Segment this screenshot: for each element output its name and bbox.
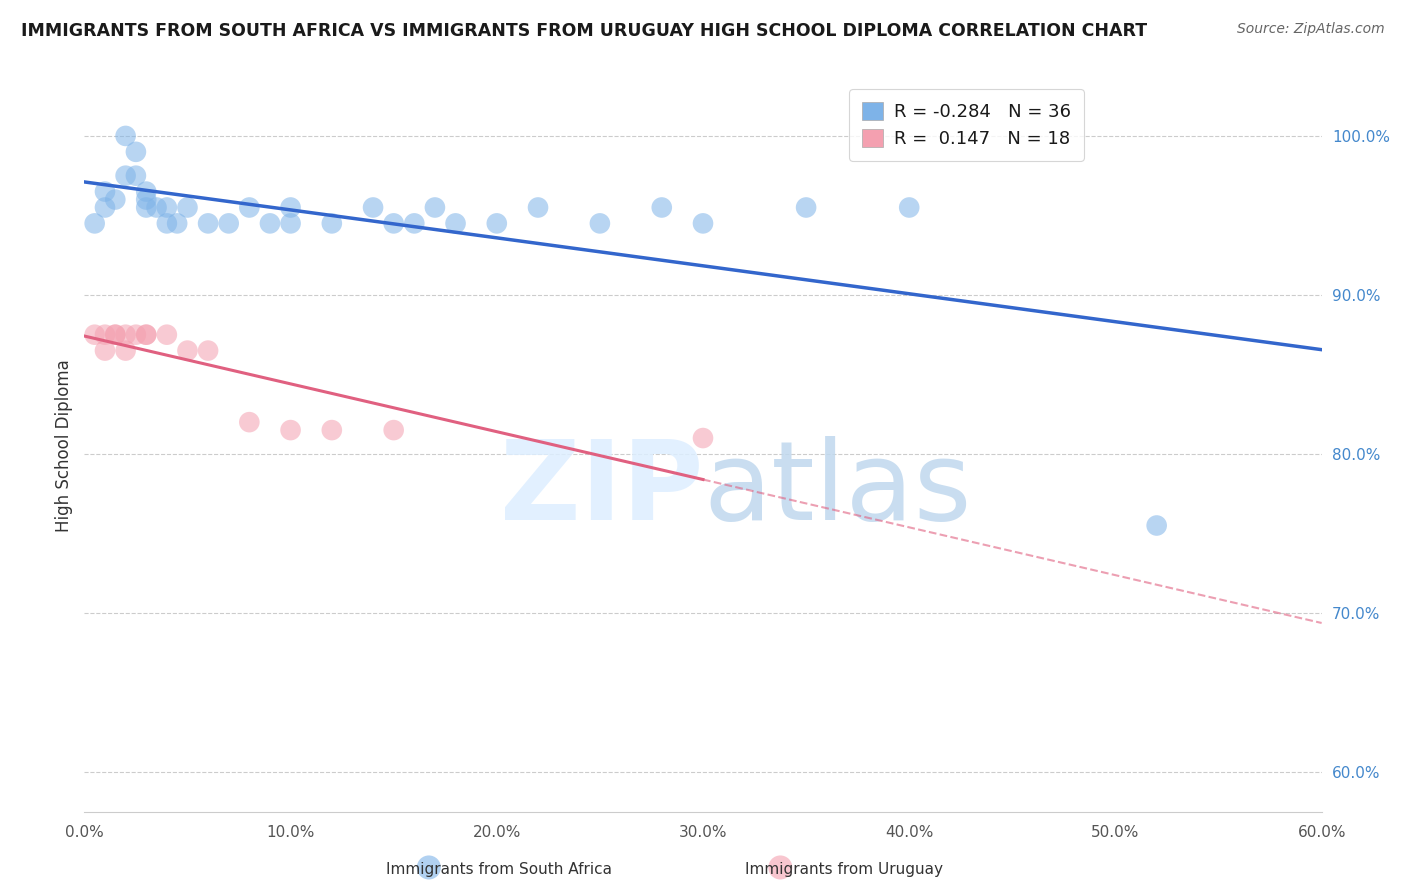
Point — [404, 216, 426, 230]
Point — [361, 201, 384, 215]
Point — [94, 185, 117, 199]
Point — [135, 193, 157, 207]
Point — [197, 216, 219, 230]
Point — [218, 216, 240, 230]
Point — [176, 201, 198, 215]
Point — [651, 201, 673, 215]
Y-axis label: High School Diploma: High School Diploma — [55, 359, 73, 533]
Point — [176, 343, 198, 358]
Text: Source: ZipAtlas.com: Source: ZipAtlas.com — [1237, 22, 1385, 37]
Point — [114, 169, 136, 183]
Point — [1146, 518, 1168, 533]
Point — [135, 201, 157, 215]
Point — [104, 193, 127, 207]
Point — [197, 343, 219, 358]
Point — [485, 216, 508, 230]
Text: atlas: atlas — [703, 436, 972, 543]
Point — [83, 327, 105, 342]
Point — [423, 201, 446, 215]
Point — [589, 216, 612, 230]
Text: Immigrants from Uruguay: Immigrants from Uruguay — [745, 863, 942, 877]
Point — [898, 201, 921, 215]
Point — [145, 201, 167, 215]
Point — [125, 145, 148, 159]
Point — [104, 327, 127, 342]
Point — [794, 201, 817, 215]
Point — [692, 216, 714, 230]
Point — [321, 423, 343, 437]
Point — [166, 216, 188, 230]
Point — [769, 860, 792, 874]
Point — [125, 169, 148, 183]
Point — [156, 216, 179, 230]
Point — [280, 201, 302, 215]
Legend: R = -0.284   N = 36, R =  0.147   N = 18: R = -0.284 N = 36, R = 0.147 N = 18 — [849, 89, 1084, 161]
Text: Immigrants from South Africa: Immigrants from South Africa — [387, 863, 612, 877]
Point — [321, 216, 343, 230]
Point — [114, 343, 136, 358]
Point — [125, 327, 148, 342]
Point — [135, 185, 157, 199]
Point — [280, 423, 302, 437]
Text: ZIP: ZIP — [499, 436, 703, 543]
Point — [135, 327, 157, 342]
Point — [382, 216, 405, 230]
Point — [418, 860, 440, 874]
Point — [114, 128, 136, 143]
Point — [444, 216, 467, 230]
Point — [104, 327, 127, 342]
Point — [83, 216, 105, 230]
Point — [527, 201, 550, 215]
Point — [238, 415, 260, 429]
Point — [94, 201, 117, 215]
Point — [135, 327, 157, 342]
Point — [259, 216, 281, 230]
Text: IMMIGRANTS FROM SOUTH AFRICA VS IMMIGRANTS FROM URUGUAY HIGH SCHOOL DIPLOMA CORR: IMMIGRANTS FROM SOUTH AFRICA VS IMMIGRAN… — [21, 22, 1147, 40]
Point — [280, 216, 302, 230]
Point — [692, 431, 714, 445]
Point — [114, 327, 136, 342]
Point — [238, 201, 260, 215]
Point — [382, 423, 405, 437]
Point — [94, 343, 117, 358]
Point — [156, 327, 179, 342]
Point — [94, 327, 117, 342]
Point — [156, 201, 179, 215]
